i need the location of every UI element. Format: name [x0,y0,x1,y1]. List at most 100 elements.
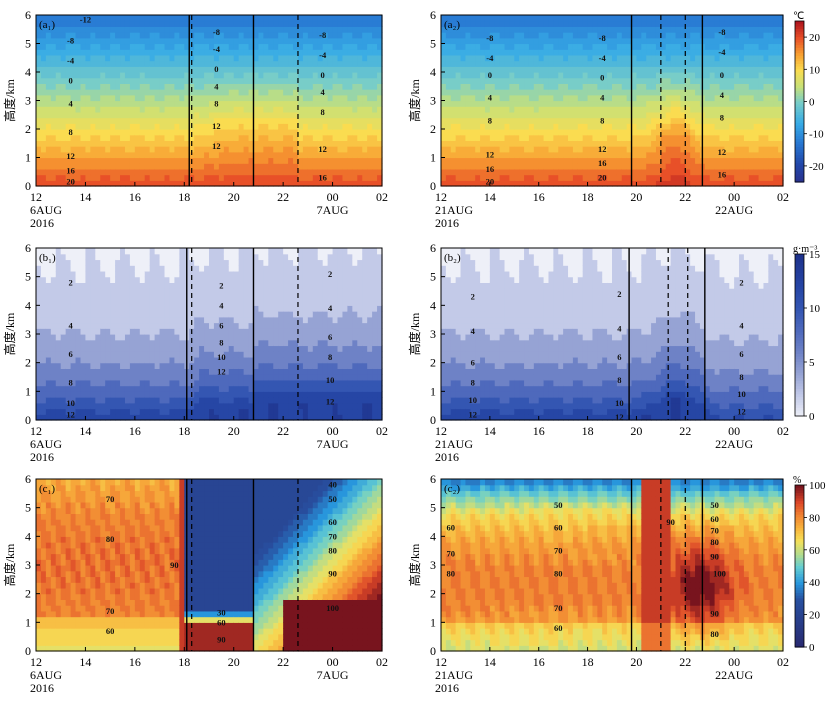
heatmap-cell [134,89,141,96]
heatmap-cell [480,111,486,119]
heatmap-cell [357,43,363,50]
heatmap-cell [115,123,121,130]
heatmap-cell [367,60,373,67]
heatmap-cell [597,94,603,102]
heatmap-cell [297,77,304,84]
contour-label: 8 [321,107,325,117]
heatmap-cell [110,157,116,164]
heatmap-cell [233,20,240,27]
heatmap-cell [55,129,62,136]
heatmap-cell [179,32,185,39]
heatmap-cell [763,94,769,102]
heatmap-cell [675,77,681,84]
heatmap-cell [484,157,491,164]
heatmap-cell [139,163,146,170]
heatmap-cell [612,83,618,90]
panel-a2: -8-4048121620-8-4048121620-8-40481216(a₂… [407,8,824,230]
heatmap-cell [45,140,52,147]
heatmap-cell [149,151,156,159]
heatmap-cell [538,134,545,141]
heatmap-cell [110,259,116,266]
heatmap-cell [50,345,57,352]
heatmap-cell [704,180,711,187]
heatmap-cell [670,77,677,84]
heatmap-cell [90,253,96,261]
heatmap-cell [709,129,716,136]
heatmap-cell [283,66,289,73]
heatmap-cell [773,100,779,107]
heatmap-cell [297,54,304,62]
heatmap-cell [763,72,769,79]
heatmap-cell [558,20,564,27]
contour-label: -4 [67,56,75,66]
heatmap-cell [704,77,711,84]
heatmap-cell [194,180,200,187]
heatmap-cell [100,248,106,255]
heatmap-cell [768,157,774,164]
heatmap-cell [55,299,62,306]
heatmap-cell [100,37,106,45]
heatmap-cell [685,111,691,119]
heatmap-cell [204,134,210,141]
heatmap-cell [660,77,667,84]
heatmap-cell [327,140,334,147]
heatmap-cell [675,37,681,45]
heatmap-cell [332,129,339,136]
heatmap-cell [317,54,324,62]
heatmap-cell [450,32,457,39]
heatmap-cell [675,106,681,113]
heatmap-cell [563,146,569,153]
heatmap-cell [660,43,667,50]
heatmap-cell [60,402,67,410]
heatmap-cell [100,43,106,50]
heatmap-cell [65,117,72,124]
heatmap-cell [105,129,111,136]
heatmap-cell [470,123,476,130]
heatmap-cell [465,168,471,176]
heatmap-cell [115,100,121,107]
heatmap-cell [164,15,171,22]
heatmap-cell [450,174,457,181]
heatmap-cell [218,134,225,141]
heatmap-cell [45,299,52,306]
heatmap-cell [773,146,779,153]
heatmap-cell [139,123,146,130]
heatmap-cell [690,157,696,164]
heatmap-cell [209,37,215,45]
heatmap-cell [377,15,383,22]
heatmap-cell [768,140,774,147]
heatmap-cell [228,37,235,45]
heatmap-cell [55,316,62,324]
heatmap-cell [357,60,363,67]
heatmap-cell [218,117,225,124]
heatmap-cell [50,253,57,261]
heatmap-cell [748,94,755,102]
heatmap-cell [631,94,638,102]
heatmap-cell [651,60,657,67]
heatmap-cell [204,174,210,181]
heatmap-cell [85,117,91,124]
y-axis-label: 高度/km [2,79,17,122]
heatmap-cell [204,151,210,159]
heatmap-cell [524,72,530,79]
heatmap-cell [129,328,136,335]
heatmap-cell [194,32,200,39]
heatmap-cell [115,374,121,381]
heatmap-cell [568,66,574,73]
heatmap-cell [174,94,180,102]
heatmap-cell [636,94,642,102]
heatmap-cell [626,60,633,67]
heatmap-cell [592,49,598,56]
heatmap-cell [612,157,618,164]
heatmap-cell [80,402,87,410]
heatmap-cell [734,180,740,187]
heatmap-cell [120,20,126,27]
heatmap-cell [577,26,584,33]
heatmap-cell [367,15,373,22]
heatmap-cell [248,72,255,79]
heatmap-cell [465,157,471,164]
heatmap-cell [80,100,87,107]
heatmap-cell [558,180,564,187]
heatmap-cell [115,414,121,421]
heatmap-cell [85,168,91,176]
